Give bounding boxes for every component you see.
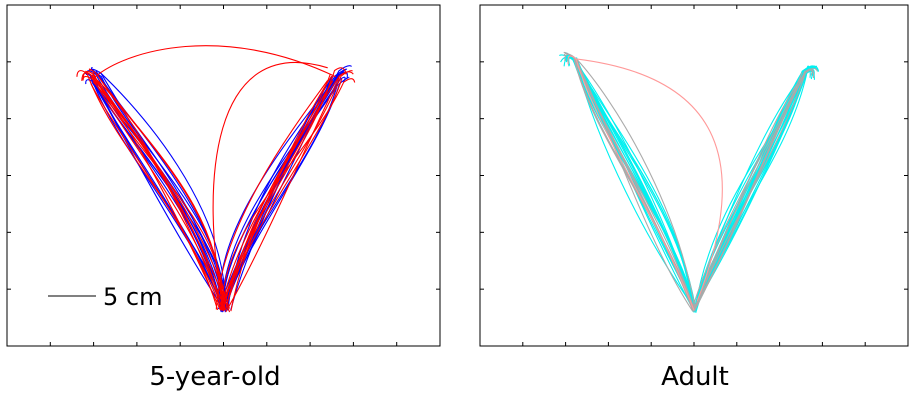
- axis-ticks: [6, 4, 441, 347]
- trajectory-gray: [693, 67, 818, 309]
- trajectory-red: [220, 78, 356, 311]
- trajectory-blue: [220, 83, 339, 312]
- panel-label-5-year-old: 5-year-old: [149, 362, 281, 392]
- trajectories: [559, 51, 820, 313]
- trajectory-cyan: [693, 65, 809, 313]
- panel-adult: [479, 4, 909, 347]
- trajectory-blue: [99, 71, 227, 309]
- trajectory-blue: [88, 74, 224, 313]
- trajectory-red: [220, 78, 333, 311]
- trajectory-red: [81, 72, 223, 311]
- trajectory-gray: [576, 58, 694, 308]
- trajectory-red: [225, 77, 340, 313]
- trajectories: [76, 45, 356, 313]
- trajectory-gray: [573, 59, 695, 311]
- scale-bar-label: 5 cm: [103, 283, 162, 311]
- plot-frame: [479, 4, 909, 347]
- trajectory-outlier: [575, 58, 723, 302]
- trajectory-red: [222, 70, 353, 312]
- trajectory-red: [220, 78, 343, 308]
- trajectory-red: [90, 75, 221, 311]
- trajectory-red: [82, 75, 226, 311]
- trajectory-pink: [567, 55, 695, 311]
- trajectory-red: [96, 73, 222, 311]
- trajectory-outlier: [94, 45, 337, 78]
- trajectory-red: [224, 75, 333, 311]
- panel-5-year-old: 5 cm: [6, 4, 441, 347]
- trajectory-red: [92, 81, 231, 313]
- panel-label-adult: Adult: [661, 362, 729, 392]
- trajectory-outlier: [212, 61, 328, 311]
- trajectory-blue: [85, 79, 226, 311]
- trajectory-cyan: [575, 59, 695, 310]
- trajectory-gray: [694, 69, 813, 311]
- axis-ticks: [479, 4, 909, 347]
- trajectory-red: [90, 83, 222, 311]
- trajectory-red: [215, 80, 329, 310]
